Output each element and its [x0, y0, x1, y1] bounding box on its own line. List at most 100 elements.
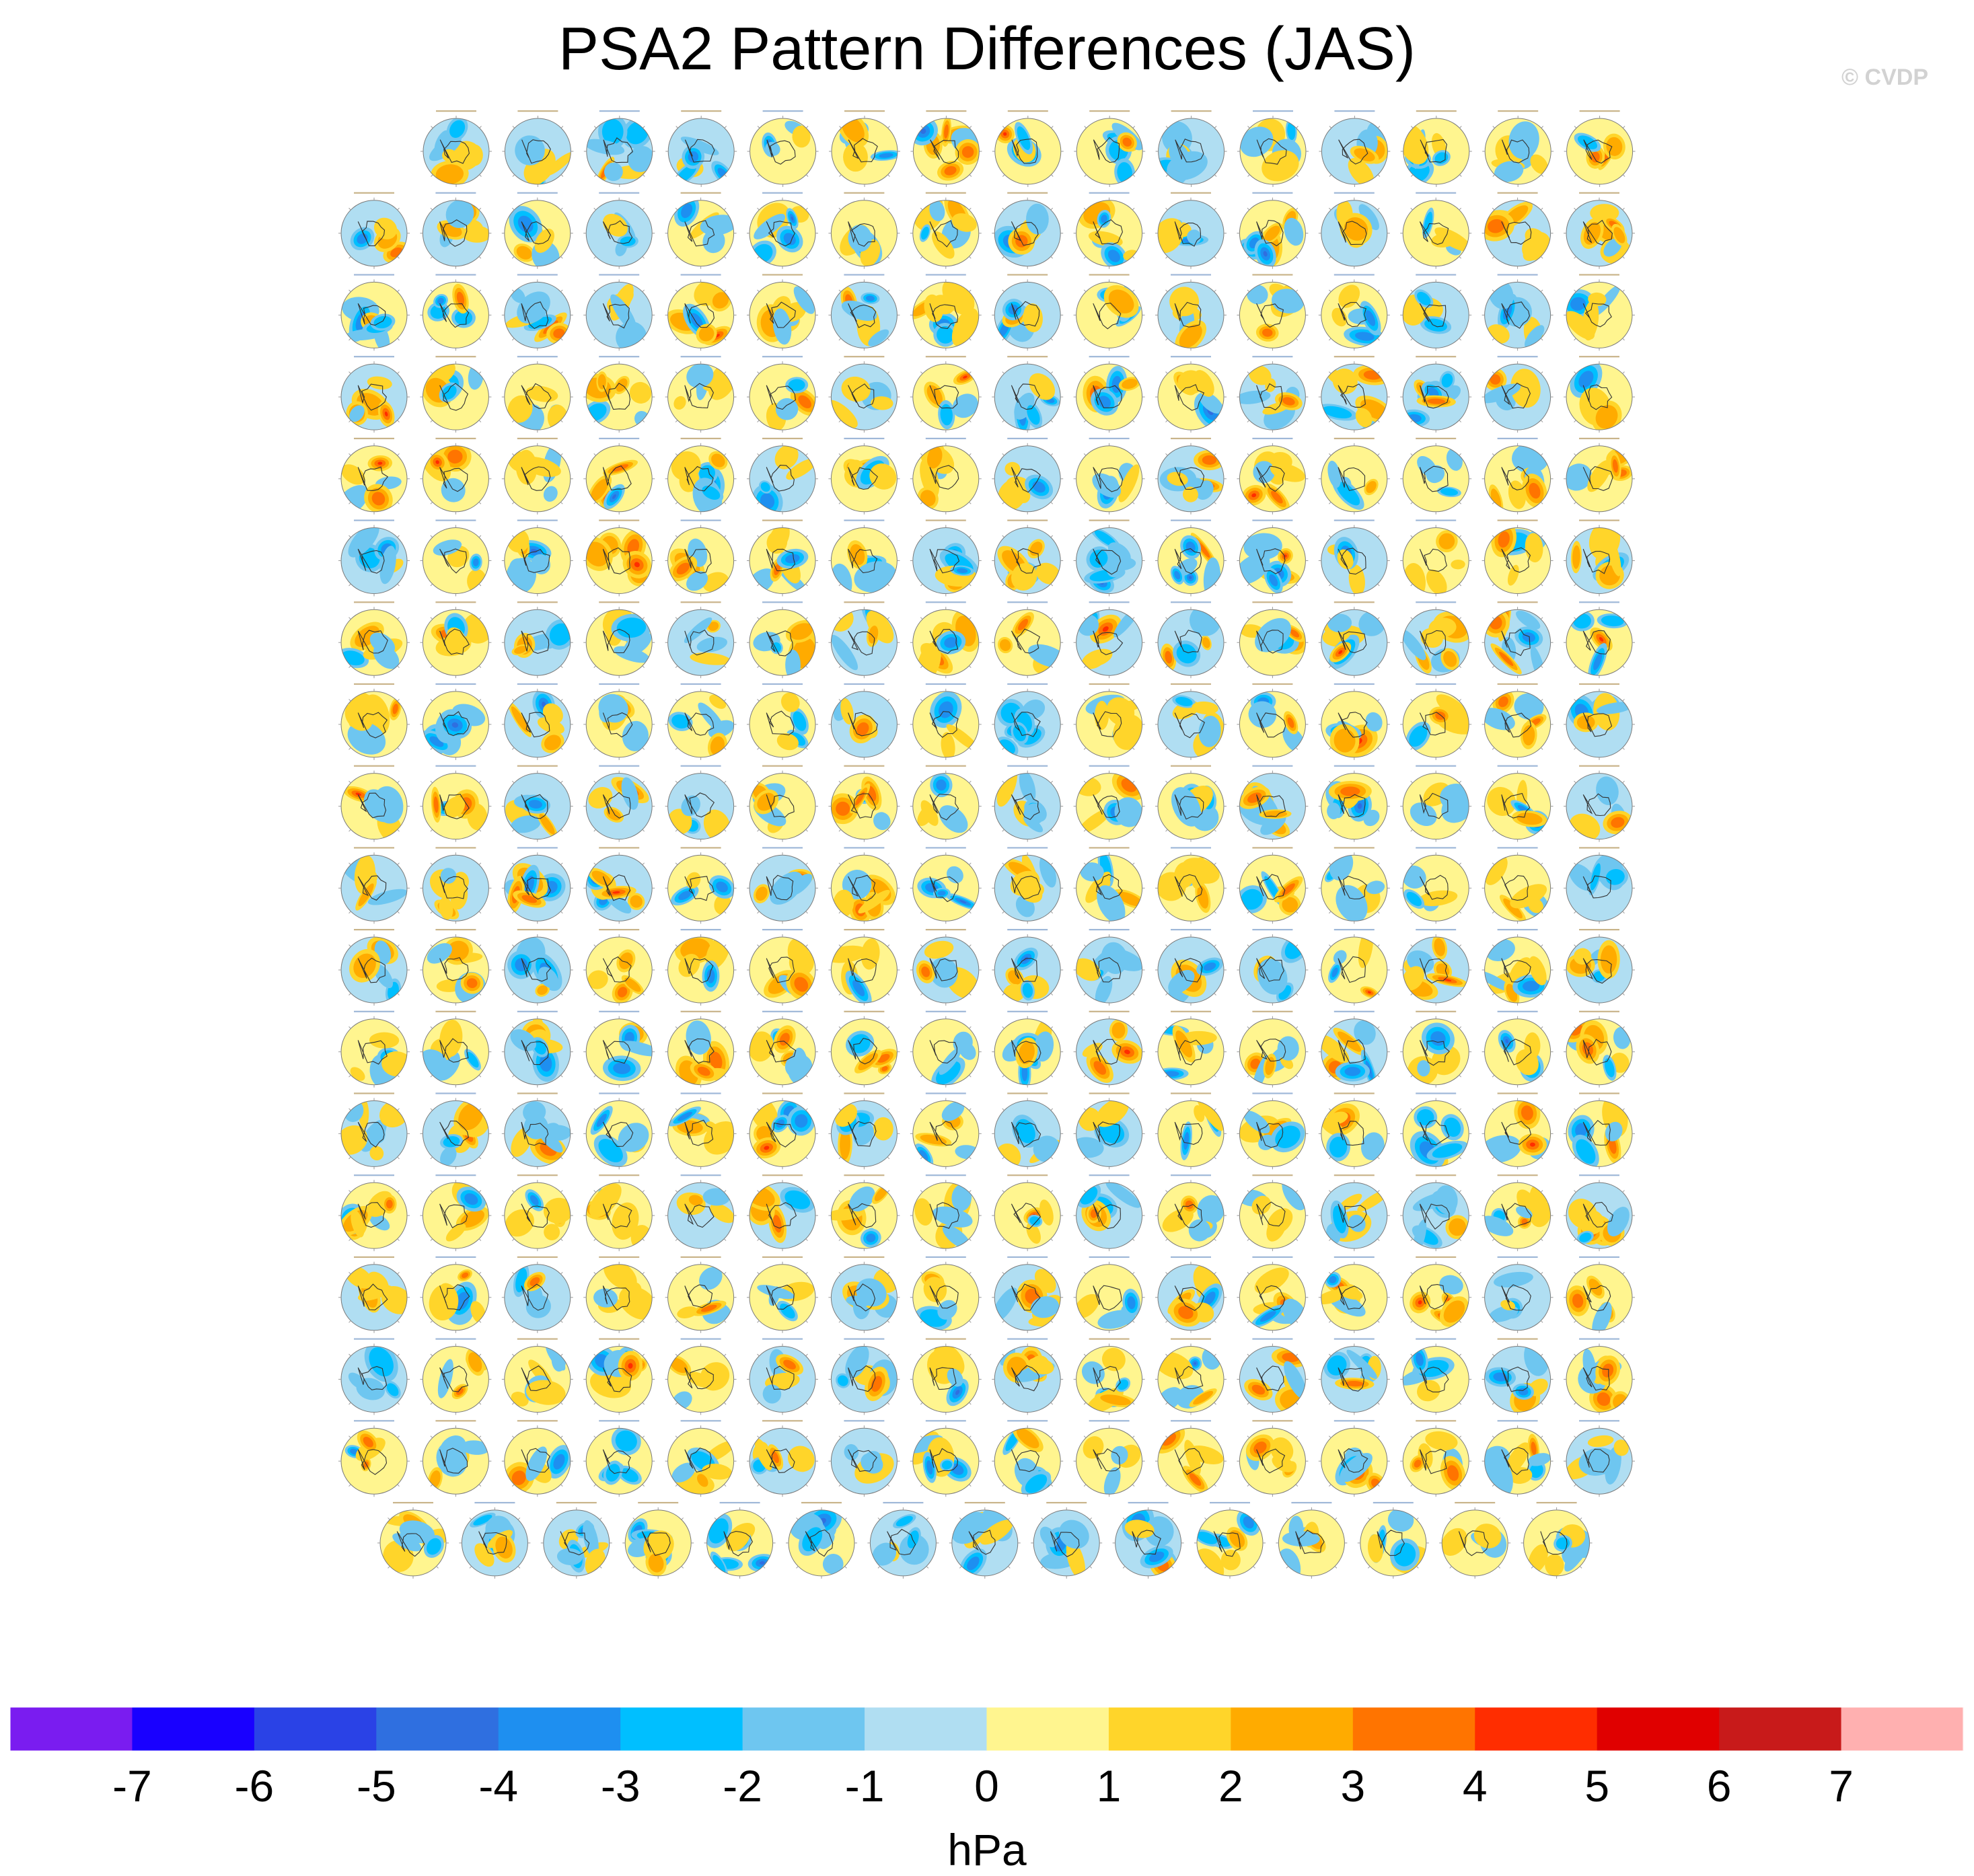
coastline	[766, 139, 796, 165]
lon-tick	[388, 1517, 390, 1520]
coastline	[1011, 301, 1040, 327]
panel-caption	[762, 437, 803, 439]
lon-tick	[1295, 780, 1299, 784]
panel-caption	[1089, 192, 1130, 194]
lon-tick	[397, 371, 400, 374]
lon-tick	[478, 207, 482, 211]
panel-caption	[1579, 1420, 1619, 1422]
lon-tick	[1050, 535, 1054, 538]
lon-tick	[1083, 747, 1087, 750]
colorbar-box	[254, 1707, 377, 1751]
map-panel	[1237, 601, 1309, 679]
lon-tick	[430, 453, 433, 456]
lon-tick	[838, 1074, 842, 1078]
lon-tick	[593, 1320, 596, 1323]
coastline	[1174, 794, 1204, 820]
lon-tick	[1328, 829, 1331, 832]
lon-tick	[1540, 944, 1543, 947]
lon-tick	[1622, 1353, 1625, 1357]
map-panel	[501, 1092, 573, 1170]
lon-tick	[397, 1353, 400, 1357]
lon-tick	[844, 1566, 847, 1569]
lon-tick	[926, 1517, 929, 1520]
coastline	[1256, 874, 1286, 900]
map-panel	[1194, 1501, 1266, 1579]
lon-tick	[1449, 1517, 1452, 1520]
lon-tick	[1329, 174, 1332, 177]
panel-caption	[1007, 929, 1048, 931]
lon-tick	[1295, 1402, 1299, 1405]
lon-tick	[397, 502, 400, 504]
lon-tick	[1492, 1402, 1495, 1405]
lon-tick	[1050, 747, 1054, 750]
lon-tick	[560, 420, 563, 422]
lon-tick	[1132, 1353, 1135, 1357]
coastline	[1419, 1119, 1450, 1146]
lon-tick	[1459, 1484, 1462, 1487]
map-panel	[1155, 765, 1227, 842]
lon-tick	[1459, 1435, 1462, 1438]
map-panel	[338, 1174, 410, 1252]
coastline	[684, 629, 715, 656]
lon-tick	[838, 338, 842, 341]
panel-caption	[844, 1174, 885, 1176]
coastline	[684, 1203, 715, 1228]
lon-tick	[1083, 583, 1087, 587]
map-panel	[1564, 519, 1635, 597]
lon-tick	[675, 256, 678, 259]
panel-caption	[1171, 274, 1211, 276]
lon-tick	[1574, 699, 1576, 702]
lon-tick	[757, 911, 760, 914]
colorbar-frame	[9, 1706, 1964, 1752]
lon-tick	[838, 911, 842, 914]
lon-tick	[1377, 780, 1380, 784]
lon-tick	[757, 665, 760, 669]
map-panel	[1318, 601, 1390, 679]
coastline	[1174, 1039, 1204, 1065]
lon-tick	[969, 1320, 972, 1323]
lon-tick	[1253, 1566, 1255, 1569]
panel-caption	[1498, 110, 1539, 112]
panel-caption	[1333, 437, 1375, 439]
lon-tick	[397, 289, 400, 293]
map-panel	[1318, 1256, 1390, 1333]
lon-tick	[969, 174, 972, 177]
lon-tick	[675, 174, 678, 177]
panel-caption	[680, 274, 721, 276]
lon-tick	[397, 1435, 400, 1438]
lon-tick	[839, 126, 842, 128]
lon-tick	[1050, 1353, 1054, 1357]
panel-caption	[1333, 683, 1375, 685]
lon-tick	[675, 617, 678, 620]
map-panel	[583, 356, 655, 433]
coastline	[1093, 137, 1120, 163]
coastline	[929, 794, 959, 821]
lon-tick	[1410, 1074, 1413, 1078]
panel-caption	[1416, 356, 1457, 358]
lon-tick	[920, 1238, 923, 1241]
lon-tick	[723, 1484, 727, 1487]
lon-tick	[1410, 371, 1413, 374]
panel-caption	[1128, 1501, 1169, 1504]
coastline	[766, 630, 793, 656]
lon-tick	[838, 1271, 842, 1275]
coastline	[929, 1040, 957, 1063]
map-panel	[1237, 1338, 1309, 1415]
coastline	[521, 1365, 551, 1391]
lon-tick	[1002, 1108, 1004, 1111]
map-panel	[1318, 1010, 1390, 1088]
panel-caption	[1007, 519, 1048, 521]
coastline	[1174, 1121, 1203, 1145]
lon-tick	[1459, 862, 1462, 866]
lon-tick	[1574, 829, 1576, 832]
lon-tick	[887, 420, 890, 422]
lon-tick	[1083, 1156, 1087, 1160]
lon-tick	[1492, 420, 1495, 422]
panel-caption	[1416, 929, 1457, 931]
map-panel	[1564, 683, 1635, 760]
lon-tick	[675, 207, 678, 211]
lon-tick	[1377, 617, 1380, 620]
lon-tick	[969, 256, 972, 259]
lon-tick	[757, 1156, 760, 1160]
coastline	[521, 794, 548, 819]
